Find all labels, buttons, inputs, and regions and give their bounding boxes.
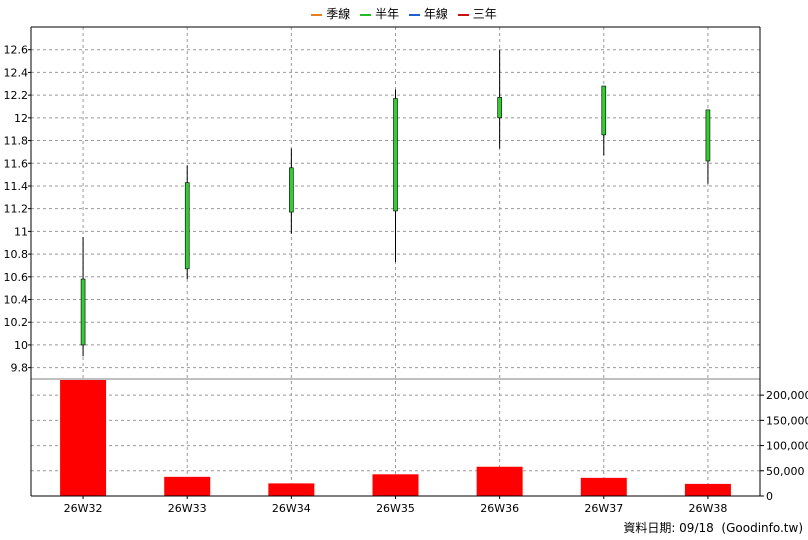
volume-tick-label: 100,000 bbox=[766, 440, 808, 453]
volume-bar bbox=[684, 483, 731, 496]
legend-label: 半年 bbox=[375, 7, 400, 21]
data-source-label: (Goodinfo.tw) bbox=[721, 521, 803, 535]
legend-three-year-line-icon bbox=[457, 13, 469, 16]
price-tick-label: 10.8 bbox=[4, 248, 29, 261]
price-tick-label: 12.2 bbox=[4, 89, 29, 102]
legend-quarter-line-icon bbox=[311, 13, 323, 16]
legend-item-quarter-line: 季線 bbox=[311, 5, 350, 22]
data-date-label: 資料日期: 09/18 bbox=[623, 521, 714, 535]
legend-label: 年線 bbox=[423, 7, 448, 21]
legend-item-half-year-line: 半年 bbox=[360, 5, 399, 22]
price-tick-label: 10.6 bbox=[4, 271, 29, 284]
volume-bar bbox=[268, 483, 315, 496]
x-tick-label: 26W35 bbox=[376, 502, 415, 515]
candle-body bbox=[80, 278, 86, 346]
price-tick-label: 12 bbox=[14, 112, 28, 125]
price-tick-label: 12.4 bbox=[4, 66, 29, 79]
volume-tick-label: 200,000 bbox=[766, 389, 808, 402]
price-tick-label: 10.4 bbox=[4, 294, 29, 307]
price-tick-label: 11.2 bbox=[4, 203, 29, 216]
volume-bar bbox=[372, 474, 419, 496]
price-tick-label: 12.6 bbox=[4, 44, 29, 57]
legend-item-three-year-line: 三年 bbox=[457, 5, 497, 22]
price-tick-label: 10.2 bbox=[4, 316, 29, 329]
candle-body bbox=[393, 98, 398, 212]
candle-body bbox=[184, 182, 190, 270]
x-tick-label: 26W32 bbox=[64, 502, 103, 515]
chart-legend: 季線 半年 年線 三年 bbox=[0, 5, 808, 22]
data-date-footer: 資料日期: 09/18 (Goodinfo.tw) bbox=[623, 519, 803, 536]
volume-bar bbox=[60, 380, 107, 496]
price-tick-label: 10 bbox=[14, 339, 28, 352]
candle-body bbox=[289, 167, 294, 213]
price-tick-label: 11.4 bbox=[4, 180, 29, 193]
legend-label: 三年 bbox=[472, 7, 497, 21]
candle-body bbox=[705, 109, 711, 162]
x-tick-label: 26W36 bbox=[480, 502, 519, 515]
candle-body bbox=[601, 85, 607, 136]
x-tick-label: 26W37 bbox=[584, 502, 623, 515]
volume-bar bbox=[476, 466, 523, 496]
candle-body bbox=[497, 97, 502, 119]
price-tick-label: 11.8 bbox=[4, 135, 29, 148]
volume-tick-label: 0 bbox=[766, 490, 773, 503]
legend-half-year-line-icon bbox=[360, 13, 372, 16]
volume-tick-label: 50,000 bbox=[766, 465, 805, 478]
x-tick-label: 26W33 bbox=[168, 502, 207, 515]
x-tick-label: 26W34 bbox=[272, 502, 311, 515]
legend-label: 季線 bbox=[326, 7, 351, 21]
volume-bar bbox=[164, 476, 211, 496]
legend-item-year-line: 年線 bbox=[408, 5, 448, 22]
price-tick-label: 11 bbox=[14, 225, 28, 238]
price-tick-label: 9.8 bbox=[11, 362, 29, 375]
price-tick-label: 11.6 bbox=[4, 157, 29, 170]
x-tick-label: 26W38 bbox=[688, 502, 727, 515]
volume-bar bbox=[580, 477, 627, 496]
volume-tick-label: 150,000 bbox=[766, 414, 808, 427]
legend-year-line-icon bbox=[408, 13, 420, 16]
